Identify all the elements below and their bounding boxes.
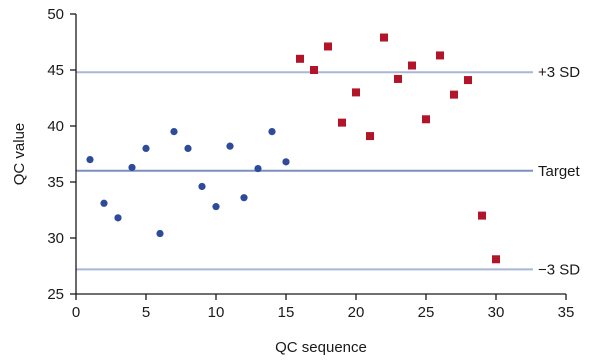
y-axis-title: QC value (11, 123, 28, 186)
data-point (296, 54, 304, 63)
y-tick-label: 30 (47, 230, 64, 247)
data-point (156, 229, 164, 238)
reference-labels: +3 SD Target −3 SD (538, 64, 581, 278)
x-tick-label: 35 (558, 304, 575, 321)
data-points (86, 33, 500, 264)
x-tick-label: 15 (278, 304, 295, 321)
x-axis-ticks: 0 5 10 15 20 25 30 35 (72, 294, 575, 321)
data-point (324, 42, 332, 51)
data-point (464, 76, 472, 85)
y-tick-label: 45 (47, 62, 64, 79)
x-tick-label: 25 (418, 304, 435, 321)
data-point (226, 142, 234, 150)
data-point (282, 158, 290, 166)
data-point (408, 61, 416, 70)
x-tick-label: 10 (208, 304, 225, 321)
data-point (212, 203, 220, 211)
data-point (100, 199, 108, 207)
data-point (170, 128, 178, 136)
data-point (198, 182, 206, 191)
data-point (184, 144, 192, 152)
reference-line-label: −3 SD (538, 261, 580, 278)
data-point (114, 214, 122, 222)
x-tick-label: 30 (488, 304, 505, 321)
x-tick-label: 0 (72, 304, 80, 321)
data-point (268, 128, 276, 136)
data-point (254, 164, 262, 173)
data-point (450, 90, 458, 99)
axes (75, 14, 566, 295)
y-tick-label: 25 (47, 286, 64, 303)
reference-line-label: Target (538, 163, 581, 180)
y-tick-label: 35 (47, 174, 64, 191)
data-point (422, 115, 430, 124)
y-tick-label: 50 (47, 6, 64, 23)
data-point (240, 194, 248, 202)
x-tick-label: 20 (348, 304, 365, 321)
data-point (338, 118, 346, 127)
data-point (128, 163, 136, 172)
data-point (436, 51, 444, 60)
data-point (478, 211, 486, 220)
data-point (352, 88, 360, 97)
data-point (380, 33, 388, 42)
x-axis-title: QC sequence (275, 339, 367, 356)
data-point (492, 255, 500, 264)
data-point (86, 156, 94, 164)
y-axis-ticks: 25 30 35 40 45 50 (47, 6, 76, 303)
y-tick-label: 40 (47, 118, 64, 135)
data-point (142, 144, 150, 152)
data-point (310, 66, 318, 74)
data-point (366, 132, 374, 141)
reference-lines (76, 71, 533, 271)
data-point (394, 74, 402, 83)
reference-line-label: +3 SD (538, 64, 580, 81)
x-tick-label: 5 (142, 304, 150, 321)
